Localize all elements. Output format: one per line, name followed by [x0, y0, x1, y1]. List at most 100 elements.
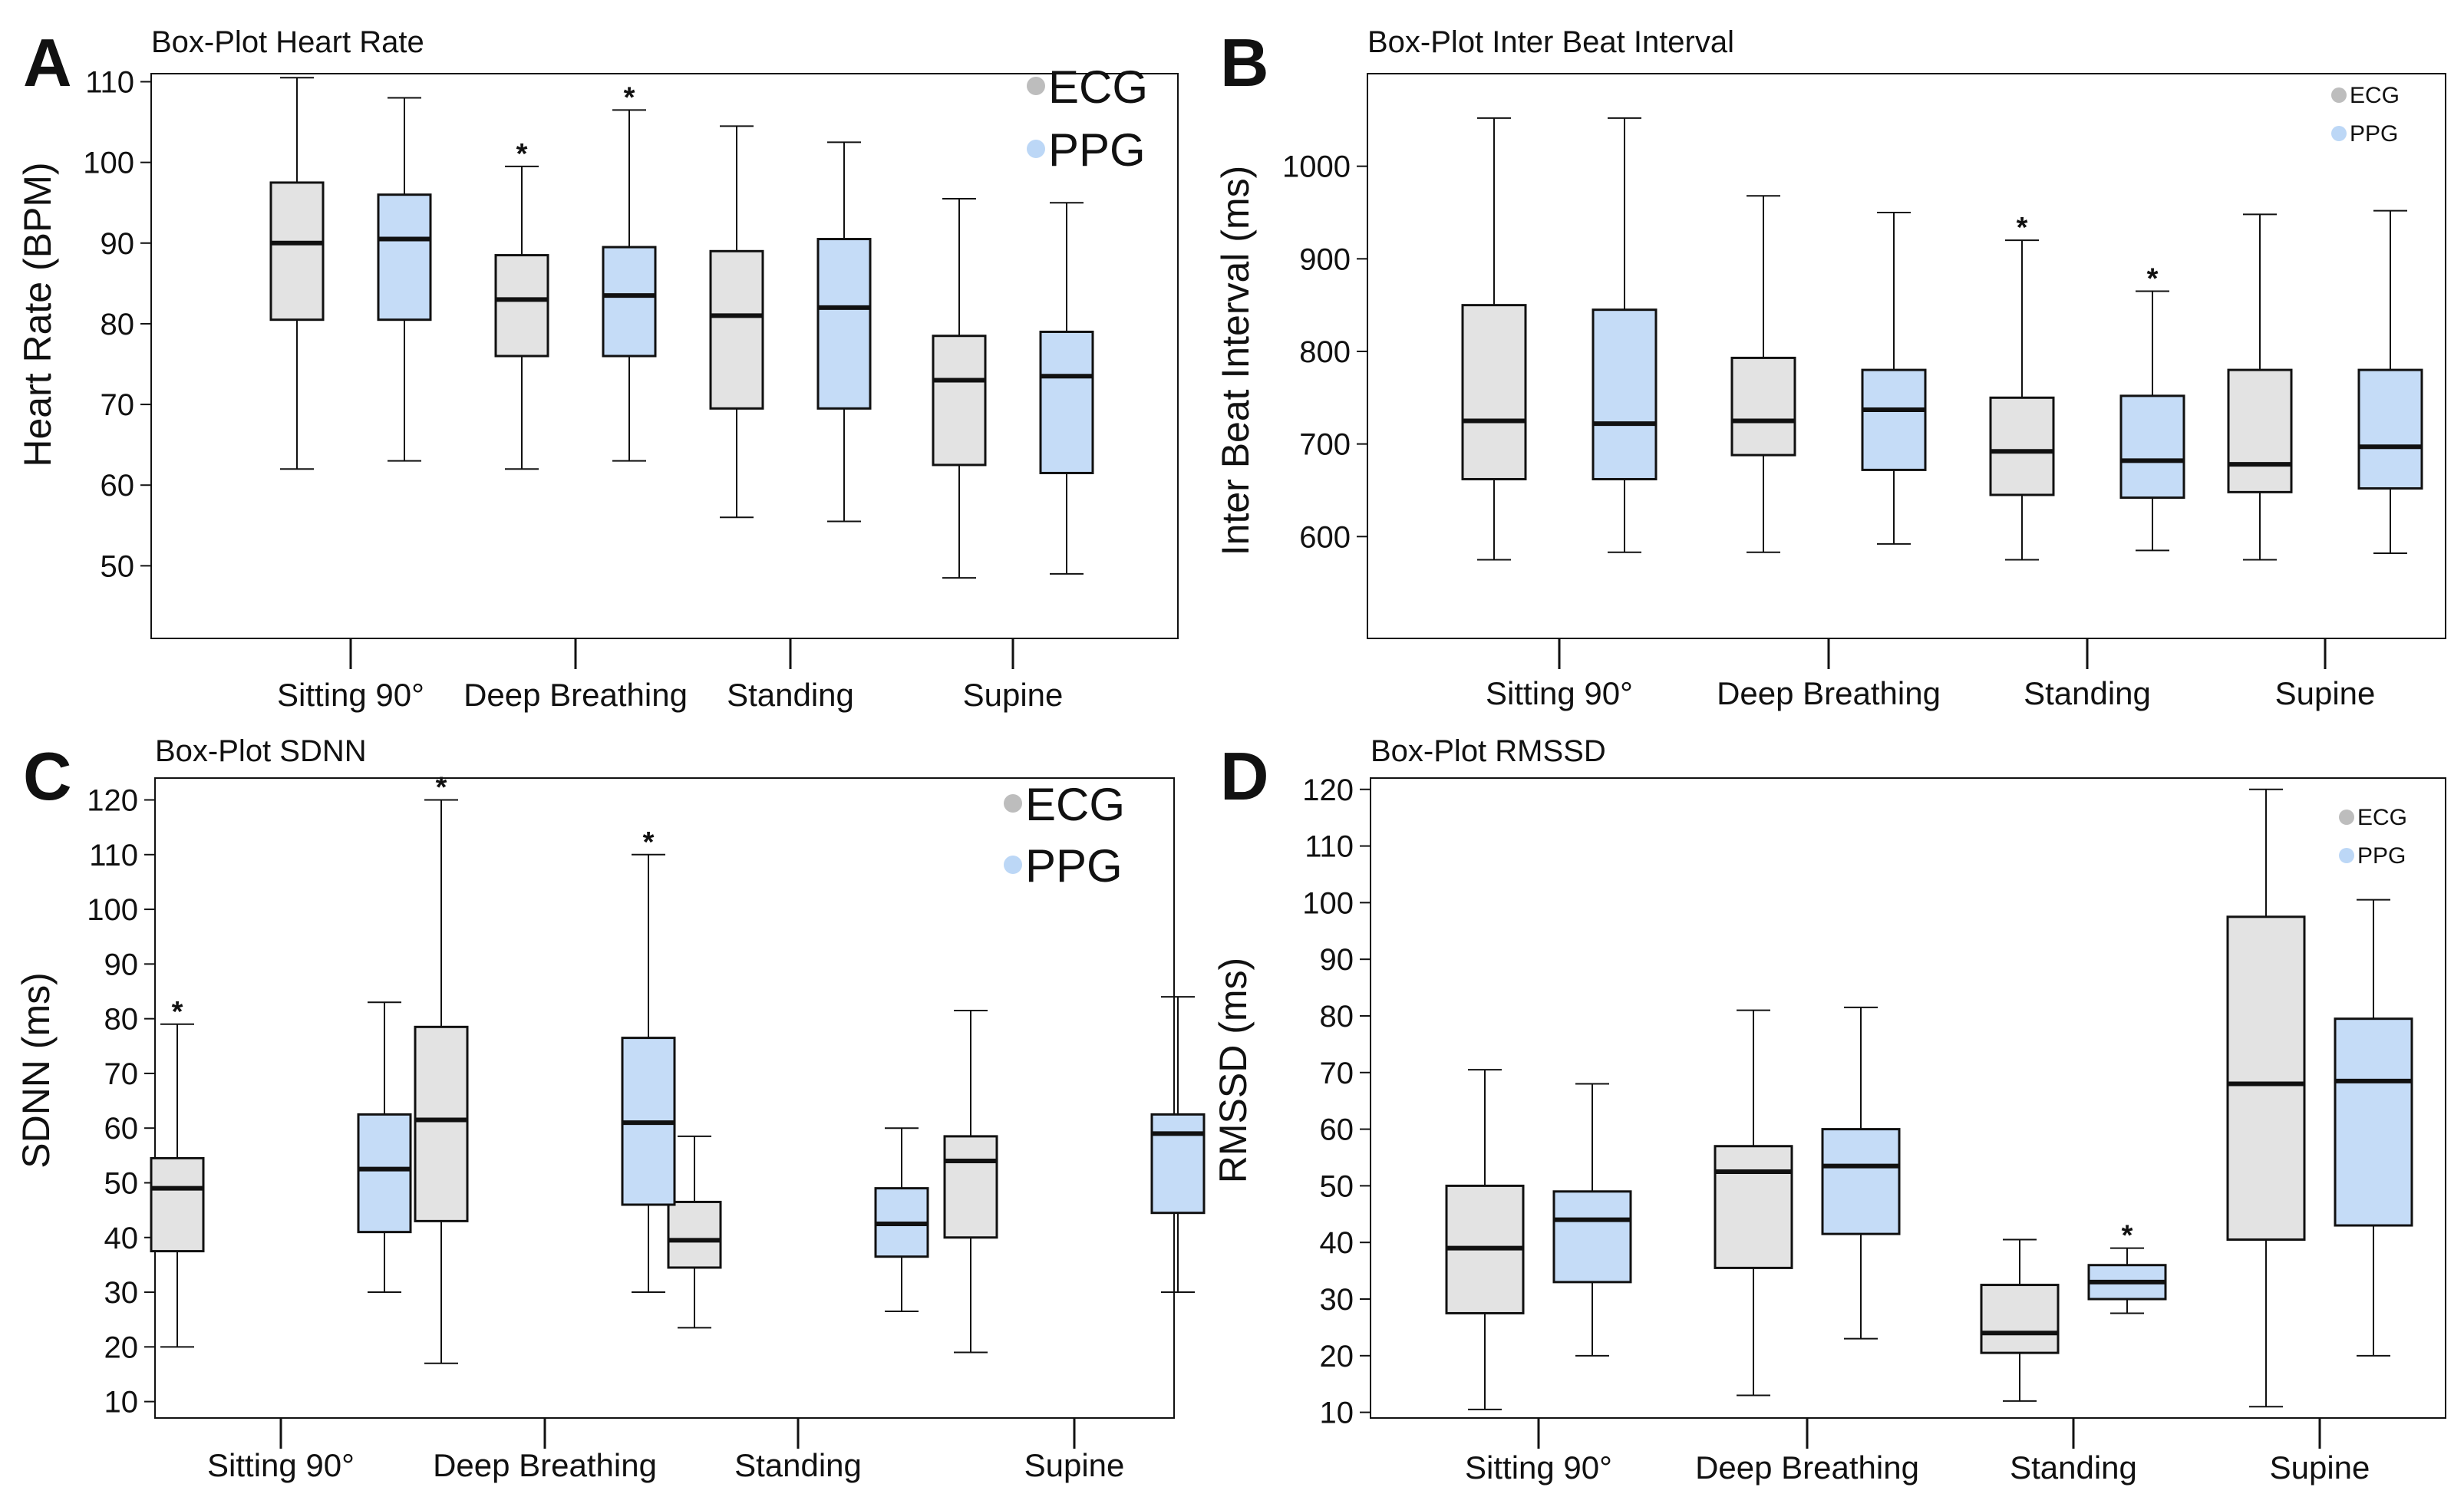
legend-label-ecg: ECG [1025, 779, 1125, 830]
iqr-box [1039, 330, 1094, 474]
y-tick-label: 50 [104, 1166, 139, 1200]
iqr-box [2227, 368, 2293, 493]
legend-dot-ecg [2331, 87, 2347, 103]
legend: ECG PPG [2339, 805, 2407, 869]
y-tick-label: 1000 [1282, 150, 1351, 184]
box-ecg-2 [1714, 1009, 1793, 1397]
legend: ECG PPG [2331, 83, 2400, 147]
legend: ECG PPG [1027, 61, 1148, 176]
iqr-box [1461, 304, 1527, 480]
box-ppg-1 [1592, 117, 1658, 553]
legend-dot-ppg [2339, 848, 2354, 863]
x-tick-label: Deep Breathing [463, 677, 688, 713]
iqr-box [1730, 356, 1796, 457]
plot-frame [1370, 777, 2446, 1419]
box-ecg-3 [709, 125, 764, 519]
panel-b: B Box-Plot Inter Beat Interval Inter Beat … [1214, 25, 2446, 711]
x-tick-label: Sitting 90° [1486, 675, 1633, 711]
x-tick-label: Sitting 90° [1465, 1449, 1612, 1486]
panel-a: A Box-Plot Heart Rate Heart Rate (BPM) 50 60… [16, 25, 1179, 713]
iqr-box [1552, 1190, 1632, 1284]
iqr-box [602, 246, 657, 358]
box-ecg-3 [667, 1135, 722, 1329]
iqr-box [932, 335, 987, 467]
legend-dot-ecg [1027, 77, 1045, 95]
y-tick-label: 10 [104, 1386, 139, 1420]
iqr-box [816, 238, 872, 410]
iqr-box [667, 1200, 722, 1269]
y-tick-label: 900 [1299, 242, 1351, 276]
y-tick-label: 70 [101, 388, 135, 422]
iqr-box [2226, 915, 2306, 1242]
plot-frame [154, 777, 1175, 1419]
legend-label-ppg: PPG [2357, 843, 2406, 869]
panel-letter: D [1220, 738, 1269, 814]
y-tick-label: 50 [1320, 1169, 1354, 1203]
y-tick-label: 110 [1305, 830, 1354, 864]
x-tick-label: Supine [2275, 675, 2376, 711]
y-tick-label: 60 [101, 469, 135, 503]
y-tick-label: 110 [89, 839, 138, 872]
box-ecg-1 [1445, 1069, 1525, 1410]
plot-frame [1367, 73, 2446, 639]
plot-frame [150, 73, 1179, 639]
y-tick-label: 100 [1302, 886, 1354, 920]
iqr-box [2119, 394, 2185, 500]
box-ecg-1: * [150, 996, 205, 1348]
legend-label-ppg: PPG [2350, 121, 2398, 147]
x-tick-label: Deep Breathing [1717, 675, 1941, 711]
y-tick-label: 30 [104, 1276, 139, 1310]
y-tick-label: 60 [104, 1112, 139, 1146]
box-ecg-2: * [414, 772, 469, 1364]
iqr-box [414, 1025, 469, 1222]
y-tick-label: 50 [101, 549, 135, 583]
iqr-box [709, 249, 764, 410]
box-ecg-2 [1730, 195, 1796, 553]
box-ecg-2: * [494, 138, 549, 470]
x-tick-label: Standing [2010, 1449, 2137, 1486]
legend-dot-ppg [2331, 126, 2347, 141]
iqr-box [1861, 368, 1927, 471]
box-ppg-2: * [621, 826, 676, 1294]
box-ppg-2 [1821, 1006, 1901, 1340]
legend-label-ecg: ECG [1048, 61, 1148, 113]
chart-title: Box-Plot SDNN [155, 734, 367, 768]
y-tick-label: 120 [87, 784, 138, 818]
box-ppg-2 [1861, 211, 1927, 545]
y-tick-label: 30 [1320, 1283, 1354, 1317]
y-tick-label: 70 [104, 1057, 139, 1091]
y-tick-label: 20 [1320, 1340, 1354, 1373]
box-ppg-1 [377, 97, 432, 462]
iqr-box [2334, 1017, 2413, 1227]
box-ppg-1 [357, 1001, 412, 1294]
legend-dot-ppg [1027, 140, 1045, 158]
legend-dot-ppg [1004, 856, 1022, 874]
y-tick-label: 70 [1320, 1057, 1354, 1090]
iqr-box [494, 254, 549, 358]
box-ppg-1 [1552, 1083, 1632, 1357]
significance-marker: * [2017, 212, 2028, 244]
significance-marker: * [2122, 1220, 2133, 1252]
x-tick-label: Deep Breathing [1695, 1449, 1919, 1486]
box-ecg-1 [269, 77, 325, 470]
x-tick-label: Standing [2024, 675, 2151, 711]
legend-label-ecg: ECG [2357, 805, 2407, 830]
y-tick-label: 90 [1320, 943, 1354, 977]
x-tick-label: Sitting 90° [207, 1447, 355, 1483]
panel-letter: B [1220, 25, 1269, 101]
significance-marker: * [436, 772, 447, 804]
box-ecg-3 [1980, 1238, 2060, 1402]
chart-title: Box-Plot Inter Beat Interval [1367, 25, 1734, 59]
box-ppg-4 [2334, 899, 2413, 1357]
iqr-box [1150, 1113, 1206, 1215]
iqr-box [1821, 1128, 1901, 1235]
box-ecg-4 [2227, 213, 2293, 561]
box-ppg-4 [2357, 209, 2423, 554]
y-tick-label: 100 [83, 147, 134, 180]
y-tick-label: 20 [104, 1331, 139, 1364]
box-ppg-2: * [602, 81, 657, 462]
y-tick-label: 60 [1320, 1113, 1354, 1147]
iqr-box [2357, 368, 2423, 490]
box-ppg-4 [1039, 202, 1094, 575]
